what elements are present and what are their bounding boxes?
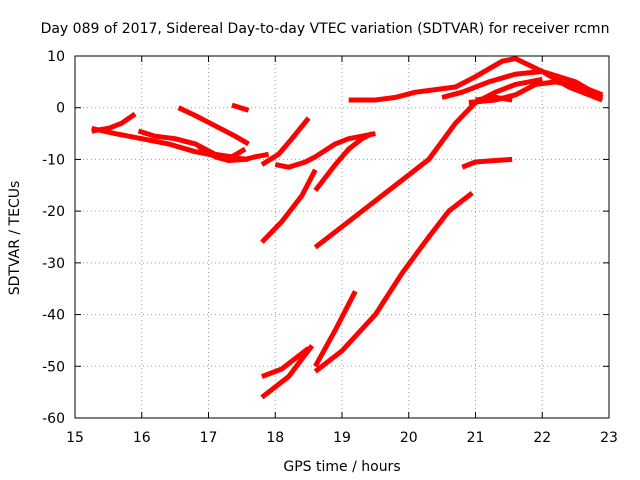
grid <box>75 56 609 418</box>
chart-title: Day 089 of 2017, Sidereal Day-to-day VTE… <box>41 21 610 37</box>
x-tick-label: 19 <box>333 430 351 446</box>
series-layer <box>91 56 604 400</box>
series-trace-4 <box>177 105 250 147</box>
x-tick-label: 18 <box>266 430 284 446</box>
series-trace-3 <box>137 128 247 160</box>
x-tick-label: 21 <box>467 430 485 446</box>
x-tick-label: 16 <box>133 430 151 446</box>
y-tick-label: -30 <box>42 256 65 272</box>
series-trace-13 <box>441 69 604 100</box>
series-trace-9 <box>260 168 318 244</box>
series-trace-18 <box>260 344 314 400</box>
x-tick-label: 20 <box>400 430 418 446</box>
x-tick-label: 15 <box>66 430 84 446</box>
y-tick-label: -10 <box>42 152 65 168</box>
series-trace-17 <box>261 346 311 379</box>
y-tick-label: -40 <box>42 308 65 324</box>
x-tick-label: 17 <box>200 430 218 446</box>
series-trace-5 <box>231 102 250 113</box>
y-axis-ticks: 10 0 -10 -20 -30 -40 -50 -60 <box>42 49 609 427</box>
y-tick-label: -50 <box>42 359 65 375</box>
series-trace-7 <box>260 116 311 167</box>
series-trace-15 <box>475 94 513 103</box>
series-trace-10 <box>313 131 374 193</box>
series-trace-8 <box>274 131 376 170</box>
y-tick-label: -60 <box>42 411 65 427</box>
x-axis-label: GPS time / hours <box>283 459 400 475</box>
y-tick-label: 0 <box>56 101 65 117</box>
series-trace-20 <box>313 191 474 374</box>
series-trace-11 <box>313 76 543 250</box>
x-tick-label: 23 <box>600 430 618 446</box>
series-trace-16 <box>461 156 513 170</box>
series-trace-6 <box>197 144 270 163</box>
series-trace-19 <box>313 290 358 368</box>
series-trace-14 <box>468 79 604 105</box>
x-tick-label: 22 <box>533 430 551 446</box>
y-tick-label: 10 <box>47 49 65 65</box>
y-tick-label: -20 <box>42 204 65 220</box>
y-axis-label: SDTVAR / TECUs <box>7 181 23 296</box>
x-axis-ticks: 15 16 17 18 19 20 21 22 23 <box>66 56 618 446</box>
